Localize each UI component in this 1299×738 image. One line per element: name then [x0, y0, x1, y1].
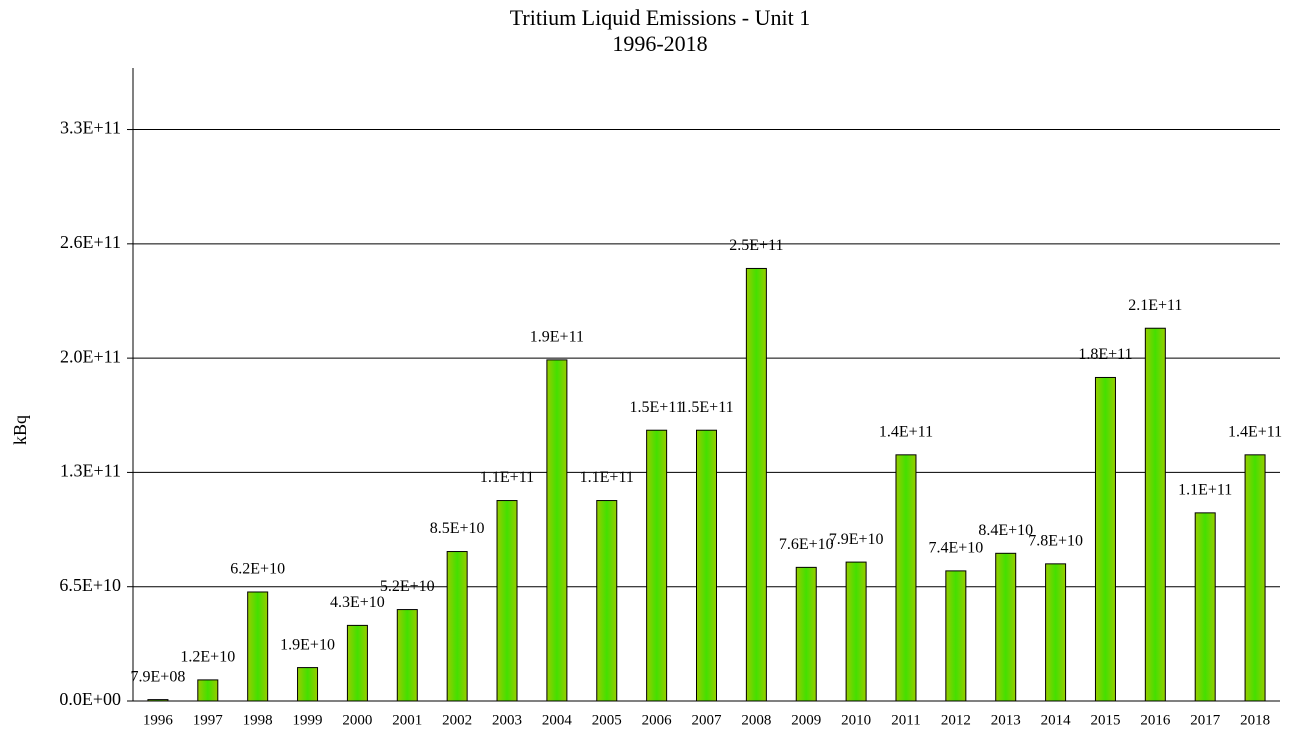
data-label: 8.5E+10	[430, 520, 485, 537]
y-tick-label: 2.0E+11	[60, 346, 121, 366]
data-label: 2.5E+11	[729, 237, 783, 254]
x-tick-label: 1996	[143, 712, 174, 728]
data-label: 7.9E+10	[829, 531, 884, 548]
y-tick-label: 3.3E+11	[60, 118, 121, 138]
y-tick-label: 2.6E+11	[60, 232, 121, 252]
x-tick-label: 2004	[542, 712, 573, 728]
bar	[147, 699, 169, 702]
bar	[596, 500, 618, 702]
data-label: 2.1E+11	[1128, 297, 1182, 314]
x-tick-label: 2010	[841, 712, 871, 728]
data-label: 1.4E+11	[1228, 424, 1282, 441]
data-label: 7.4E+10	[928, 540, 983, 557]
y-axis-label: kBq	[10, 415, 30, 445]
bar	[1094, 376, 1116, 702]
data-label: 1.4E+11	[879, 424, 933, 441]
bar	[546, 359, 568, 702]
data-label: 1.2E+10	[180, 649, 235, 666]
data-label: 1.1E+11	[1178, 482, 1232, 499]
data-label: 8.4E+10	[978, 522, 1033, 539]
x-tick-label: 2000	[342, 712, 372, 728]
data-label: 1.8E+11	[1078, 346, 1132, 363]
bar	[297, 667, 319, 702]
data-label: 5.2E+10	[380, 578, 435, 595]
bar	[396, 609, 418, 702]
bar	[895, 454, 917, 702]
data-label: 1.5E+11	[679, 399, 733, 416]
bar	[995, 552, 1017, 702]
data-label: 1.1E+11	[480, 469, 534, 486]
x-tick-label: 2007	[692, 712, 723, 728]
x-tick-label: 2016	[1140, 712, 1171, 728]
bar	[1244, 454, 1266, 702]
x-tick-label: 1998	[243, 712, 273, 728]
x-tick-label: 2015	[1090, 712, 1120, 728]
bar	[1144, 327, 1166, 702]
data-label: 7.9E+08	[131, 668, 186, 685]
x-tick-label: 2013	[991, 712, 1021, 728]
bar	[745, 267, 767, 702]
x-tick-label: 2006	[642, 712, 673, 728]
bar	[346, 624, 368, 702]
y-tick-label: 1.3E+11	[60, 461, 121, 481]
data-label: 7.8E+10	[1028, 533, 1083, 550]
bar	[795, 566, 817, 702]
data-label: 7.6E+10	[779, 536, 834, 553]
bar	[496, 500, 518, 702]
bar	[845, 561, 867, 702]
x-tick-label: 2014	[1041, 712, 1072, 728]
bar	[696, 429, 717, 702]
x-tick-label: 2005	[592, 712, 622, 728]
chart-subtitle: 1996-2018	[612, 31, 707, 56]
x-tick-label: 2001	[392, 712, 422, 728]
x-tick-label: 1999	[293, 712, 323, 728]
data-label: 1.1E+11	[580, 469, 634, 486]
data-label: 1.9E+11	[530, 329, 584, 346]
bar	[247, 591, 269, 702]
x-tick-label: 2017	[1190, 712, 1221, 728]
data-label: 4.3E+10	[330, 594, 385, 611]
x-tick-label: 2002	[442, 712, 472, 728]
x-tick-label: 1997	[193, 712, 224, 728]
y-tick-label: 6.5E+10	[59, 575, 121, 595]
chart-title: Tritium Liquid Emissions - Unit 1	[510, 5, 811, 30]
x-tick-label: 2018	[1240, 712, 1270, 728]
bar	[446, 551, 468, 702]
data-label: 1.5E+11	[630, 399, 684, 416]
x-tick-label: 2008	[741, 712, 771, 728]
x-tick-label: 2011	[891, 712, 920, 728]
data-label: 1.9E+10	[280, 636, 335, 653]
x-tick-label: 2009	[791, 712, 821, 728]
bar	[1194, 512, 1216, 702]
y-tick-label: 0.0E+00	[59, 689, 121, 709]
bar	[1045, 563, 1067, 702]
x-tick-label: 2012	[941, 712, 971, 728]
x-tick-label: 2003	[492, 712, 522, 728]
data-label: 6.2E+10	[230, 561, 285, 578]
bar	[945, 570, 967, 702]
bar	[197, 679, 219, 702]
bar	[646, 429, 668, 702]
